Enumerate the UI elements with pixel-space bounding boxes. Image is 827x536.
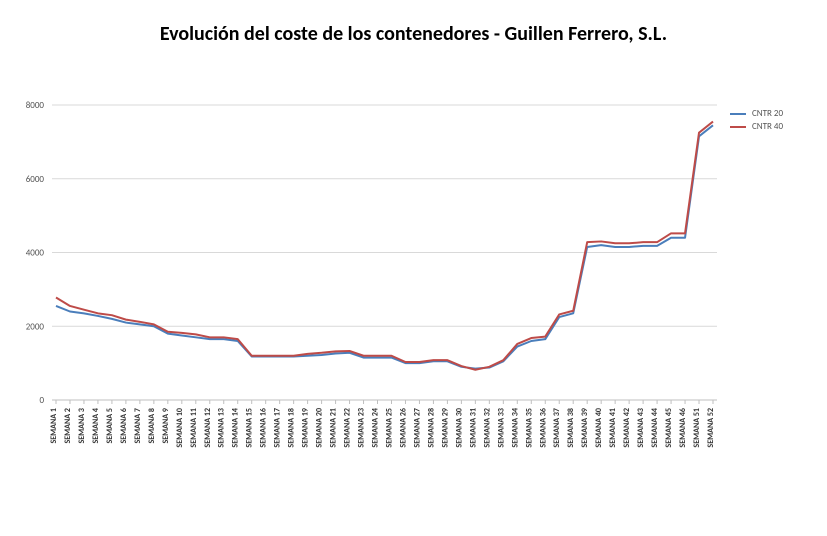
x-tick-label: SEMANA 29	[440, 408, 450, 448]
x-tick-label: SEMANA 34	[510, 408, 520, 448]
legend-label: CNTR 20	[752, 108, 783, 119]
series-line	[56, 125, 713, 368]
x-tick-label: SEMANA 32	[482, 408, 492, 448]
x-tick-label: SEMANA 10	[175, 408, 185, 448]
legend-label: CNTR 40	[752, 121, 783, 132]
x-tick-label: SEMANA 18	[287, 408, 297, 448]
x-tick-label: SEMANA 6	[119, 408, 129, 444]
x-tick-label: SEMANA 27	[412, 408, 422, 448]
legend: CNTR 20 CNTR 40	[730, 108, 783, 134]
x-tick-label: SEMANA 41	[608, 408, 618, 448]
x-tick-label: SEMANA 14	[231, 408, 241, 448]
x-tick-label: SEMANA 2	[63, 408, 73, 444]
x-tick-label: SEMANA 37	[552, 408, 562, 448]
x-tick-label: SEMANA 3	[77, 408, 87, 444]
x-tick-label: SEMANA 26	[398, 408, 408, 448]
x-tick-label: SEMANA 39	[580, 408, 590, 448]
x-tick-label: SEMANA 40	[594, 408, 604, 448]
x-tick-label: SEMANA 36	[538, 408, 548, 448]
legend-swatch	[730, 126, 746, 128]
x-tick-label: SEMANA 20	[315, 408, 325, 448]
legend-item: CNTR 20	[730, 108, 783, 119]
x-tick-label: SEMANA 23	[357, 408, 367, 448]
x-tick-label: SEMANA 16	[259, 408, 269, 448]
x-tick-label: SEMANA 31	[468, 408, 478, 448]
y-tick-label: 8000	[26, 100, 45, 111]
legend-swatch	[730, 113, 746, 115]
series-line	[56, 122, 713, 370]
x-tick-label: SEMANA 5	[105, 408, 115, 444]
x-tick-label: SEMANA 9	[161, 408, 171, 444]
x-tick-label: SEMANA 35	[524, 408, 534, 448]
x-tick-label: SEMANA 42	[622, 408, 632, 448]
y-tick-label: 0	[39, 395, 44, 406]
x-tick-label: SEMANA 15	[245, 408, 255, 448]
x-tick-label: SEMANA 44	[650, 408, 660, 448]
x-tick-label: SEMANA 28	[426, 408, 436, 448]
x-tick-label: SEMANA 21	[329, 408, 339, 448]
x-tick-label: SEMANA 45	[664, 408, 674, 448]
x-tick-label: SEMANA 17	[273, 408, 283, 448]
y-tick-label: 4000	[26, 248, 45, 259]
x-tick-label: SEMANA 51	[692, 408, 702, 448]
x-tick-label: SEMANA 38	[566, 408, 576, 448]
x-tick-label: SEMANA 33	[496, 408, 506, 448]
y-tick-label: 6000	[26, 174, 45, 185]
x-tick-label: SEMANA 13	[217, 408, 227, 448]
x-tick-label: SEMANA 12	[203, 408, 213, 448]
x-tick-label: SEMANA 7	[133, 408, 143, 444]
chart-container: 0 2000 4000 6000 8000 SEMANA 1 SEMANA 2 SEMANA …	[0, 0, 827, 531]
x-tick-label: SEMANA 4	[91, 408, 101, 444]
y-tick-label: 2000	[26, 321, 45, 332]
x-tick-label: SEMANA 25	[384, 408, 394, 448]
x-tick-label: SEMANA 19	[301, 408, 311, 448]
chart-svg: 0 2000 4000 6000 8000 SEMANA 1 SEMANA 2 SEMANA …	[0, 0, 827, 531]
page-root: Evolución del coste de los contenedores …	[0, 0, 827, 531]
x-tick-label: SEMANA 8	[147, 408, 157, 444]
x-tick-label: SEMANA 46	[678, 408, 688, 448]
legend-item: CNTR 40	[730, 121, 783, 132]
x-tick-label: SEMANA 52	[706, 408, 716, 448]
x-tick-label: SEMANA 22	[343, 408, 353, 448]
x-tick-label: SEMANA 30	[454, 408, 464, 448]
x-tick-label: SEMANA 1	[49, 408, 59, 444]
x-tick-label: SEMANA 43	[636, 408, 646, 448]
x-tick-label: SEMANA 24	[371, 408, 381, 448]
x-tick-label: SEMANA 11	[189, 408, 199, 448]
